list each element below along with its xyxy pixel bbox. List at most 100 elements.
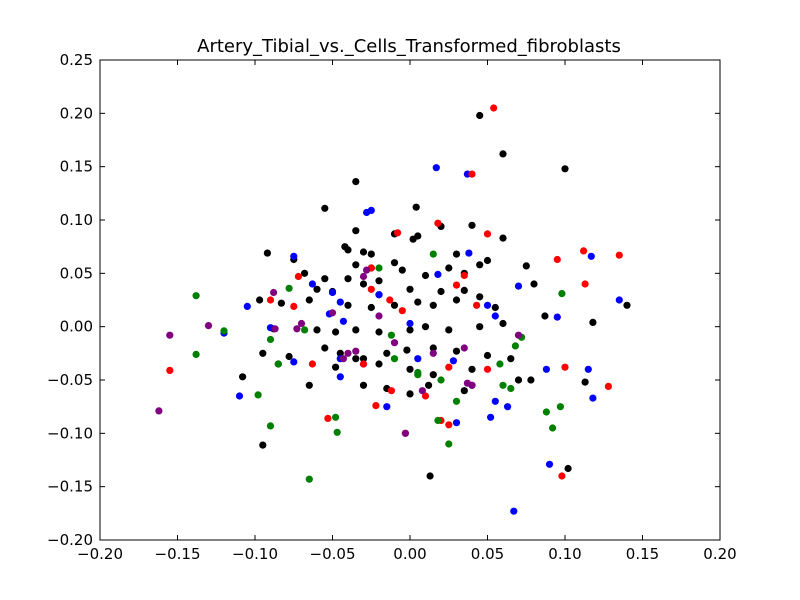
scatter-point xyxy=(483,301,492,309)
scatter-point xyxy=(266,296,275,304)
scatter-point xyxy=(445,326,453,334)
scatter-point xyxy=(398,266,406,274)
scatter-point xyxy=(460,271,468,280)
scatter-point xyxy=(421,392,430,400)
scatter-point xyxy=(192,292,200,300)
scatter-point xyxy=(367,250,375,258)
scatter-point xyxy=(367,303,375,312)
scatter-point xyxy=(398,307,406,315)
scatter-point xyxy=(192,350,200,358)
x-tick-label: −0.20 xyxy=(77,545,123,563)
scatter-point xyxy=(434,270,442,278)
scatter-point xyxy=(333,428,341,436)
scatter-point xyxy=(426,472,434,480)
scatter-point xyxy=(375,312,383,320)
scatter-point xyxy=(584,365,592,373)
plot-frame xyxy=(99,59,721,541)
scatter-point xyxy=(352,326,360,334)
scatter-point xyxy=(504,403,512,411)
scatter-point xyxy=(449,357,457,365)
scatter-point xyxy=(460,344,468,352)
y-tick-label: −0.15 xyxy=(47,478,93,496)
y-tick-label: 0.00 xyxy=(60,318,93,336)
scatter-point xyxy=(359,248,368,256)
scatter-point xyxy=(542,408,551,416)
scatter-point xyxy=(483,230,492,238)
scatter-point xyxy=(445,421,453,429)
scatter-point xyxy=(363,266,371,274)
scatter-point xyxy=(561,165,569,173)
scatter-point xyxy=(581,378,589,386)
scatter-point xyxy=(332,363,340,371)
scatter-point xyxy=(372,402,380,410)
scatter-point xyxy=(305,475,313,483)
scatter-point xyxy=(414,368,422,377)
scatter-point xyxy=(412,203,420,211)
scatter-point xyxy=(452,397,461,405)
scatter-point xyxy=(313,285,321,293)
scatter-point xyxy=(463,379,471,387)
scatter-point xyxy=(308,280,316,288)
scatter-point xyxy=(254,391,262,399)
scatter-point xyxy=(344,349,352,357)
scatter-point xyxy=(421,323,430,331)
scatter-point xyxy=(604,382,613,390)
y-tick-label: 0.20 xyxy=(60,104,93,122)
x-tick-label: 0.10 xyxy=(548,545,581,563)
scatter-point xyxy=(204,322,213,330)
scatter-point xyxy=(465,249,473,257)
scatter-point xyxy=(507,355,515,363)
scatter-point xyxy=(406,326,414,334)
scatter-point xyxy=(259,441,267,449)
scatter-point xyxy=(166,331,174,339)
scatter-point xyxy=(429,250,437,258)
y-tick-label: −0.20 xyxy=(47,531,93,549)
scatter-point xyxy=(421,271,430,280)
scatter-point xyxy=(290,252,298,260)
scatter-point xyxy=(414,232,422,240)
scatter-point xyxy=(468,170,476,178)
scatter-point xyxy=(339,317,347,325)
scatter-point xyxy=(336,349,344,357)
scatter-point xyxy=(452,419,461,427)
scatter-point xyxy=(344,246,352,254)
scatter-point xyxy=(514,331,523,339)
scatter-point xyxy=(359,381,368,389)
scatter-point xyxy=(452,250,461,258)
scatter-point xyxy=(166,366,174,374)
scatter-point xyxy=(406,319,414,328)
scatter-point xyxy=(556,403,565,411)
scatter-point xyxy=(352,178,360,186)
x-tick-label: −0.10 xyxy=(232,545,278,563)
scatter-point xyxy=(328,309,337,317)
y-tick-label: 0.25 xyxy=(60,51,93,69)
scatter-point xyxy=(437,287,445,296)
scatter-point xyxy=(344,301,352,309)
scatter-point xyxy=(301,269,309,277)
scatter-point xyxy=(452,347,461,355)
data-points-layer xyxy=(155,104,631,515)
y-tick-label: −0.10 xyxy=(47,424,93,442)
scatter-point xyxy=(383,349,391,357)
scatter-point xyxy=(434,416,442,425)
scatter-point xyxy=(375,360,383,368)
scatter-point xyxy=(336,373,344,381)
scatter-point xyxy=(522,262,530,270)
scatter-point xyxy=(352,261,360,269)
scatter-point xyxy=(321,204,329,212)
scatter-point xyxy=(580,247,588,255)
scatter-point xyxy=(432,164,440,172)
scatter-point xyxy=(301,326,309,334)
scatter-point xyxy=(589,318,597,326)
scatter-point xyxy=(256,296,264,304)
scatter-point xyxy=(549,424,557,432)
scatter-point xyxy=(352,227,360,235)
scatter-point xyxy=(507,384,515,393)
scatter-point xyxy=(375,264,383,272)
scatter-point xyxy=(359,360,368,368)
scatter-point xyxy=(499,319,507,328)
scatter-point xyxy=(445,440,453,448)
scatter-point xyxy=(390,355,399,363)
scatter-point xyxy=(558,290,566,298)
